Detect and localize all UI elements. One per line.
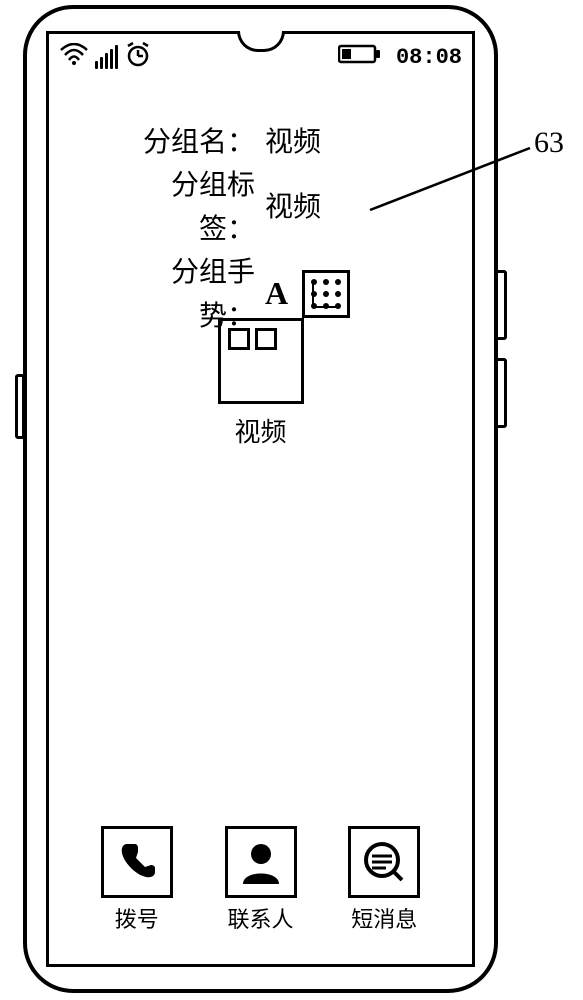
group-tag-label: 分组标签：: [119, 163, 255, 250]
alarm-icon: [124, 41, 152, 73]
group-tag-value: 视频: [265, 185, 321, 228]
group-name-label: 分组名：: [119, 120, 255, 163]
group-tag-row: 分组标签： 视频: [119, 163, 350, 250]
contact-icon: [225, 826, 297, 898]
status-bar: 08:08: [59, 42, 462, 72]
battery-icon: [338, 43, 382, 71]
phone-frame: 08:08 分组名： 视频 分组标签： 视频 分组手势： A: [23, 5, 498, 993]
gesture-pattern-button[interactable]: [302, 270, 350, 318]
group-folder-label: 视频: [218, 412, 304, 449]
dock-item-dial[interactable]: 拨号: [101, 826, 173, 934]
message-icon: [348, 826, 420, 898]
dock: 拨号 联系人 短消息: [49, 826, 472, 934]
callout-label: 63: [534, 126, 564, 160]
folder-icon: [218, 318, 304, 404]
status-time: 08:08: [396, 45, 462, 70]
wifi-icon: [59, 43, 89, 71]
dock-item-messages[interactable]: 短消息: [348, 826, 420, 934]
dock-item-contacts[interactable]: 联系人: [225, 826, 297, 934]
signal-icon: [95, 45, 118, 69]
group-name-row: 分组名： 视频: [119, 120, 350, 163]
pattern-lines-icon: [305, 273, 347, 315]
group-gesture-value: A: [265, 269, 288, 319]
group-folder[interactable]: 视频: [218, 318, 304, 449]
group-info: 分组名： 视频 分组标签： 视频 分组手势： A: [119, 120, 350, 337]
dock-messages-label: 短消息: [348, 902, 420, 934]
phone-icon: [101, 826, 173, 898]
group-name-value: 视频: [265, 120, 321, 163]
dock-dial-label: 拨号: [101, 902, 173, 934]
phone-screen: 08:08 分组名： 视频 分组标签： 视频 分组手势： A: [46, 31, 475, 967]
dock-contacts-label: 联系人: [225, 902, 297, 934]
